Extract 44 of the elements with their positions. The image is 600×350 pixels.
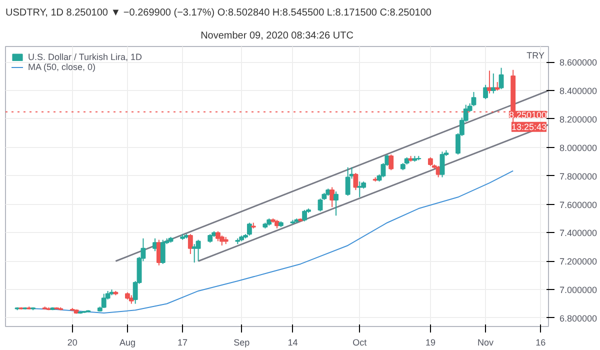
candlestick [483, 84, 488, 100]
annotation: 13:25:43 [511, 122, 547, 132]
y-tick-label: 7.400000 [560, 228, 598, 238]
x-tick-label: Oct [352, 338, 368, 348]
candlestick [101, 293, 106, 309]
candlestick [219, 235, 224, 246]
candlestick [192, 244, 197, 264]
ref-line-label: 8.250100 [508, 110, 547, 120]
x-tick-label: 14 [288, 338, 298, 348]
candlestick [160, 239, 166, 264]
y-tick-label: 7.000000 [560, 285, 598, 296]
candlestick [188, 234, 193, 255]
x-tick-label: 19 [425, 338, 436, 348]
y-tick-label: 8.400000 [560, 86, 598, 96]
candlestick [246, 222, 252, 236]
candlestick [388, 154, 394, 171]
x-tick-label: Nov [478, 338, 494, 348]
candlestick [498, 67, 504, 90]
candlestick [216, 230, 220, 242]
candlestick [490, 73, 496, 94]
x-tick-label: Sep [234, 338, 250, 348]
y-axis-title: TRY [526, 50, 545, 60]
candlestick [345, 166, 350, 196]
candlestick [353, 172, 358, 191]
candlestick [440, 151, 445, 178]
y-tick-label: 7.800000 [560, 171, 598, 182]
y-tick-label: 6.800000 [560, 313, 598, 324]
x-tick-label: Aug [119, 338, 136, 348]
y-tick-label: 8.000000 [560, 142, 598, 153]
legend-label: U.S. Dollar / Turkish Lira, 1D [28, 52, 142, 62]
candlestick [330, 186, 335, 208]
candlestick [196, 239, 201, 262]
x-tick-label: 17 [178, 338, 188, 348]
x-tick-label: 20 [67, 338, 78, 348]
chart-title: USDTRY, 1D 8.250100 ▼ −0.269900 (−3.17%) O:8.502840 H:8.545500 L:8.171500 C:8.250100 [6, 8, 432, 18]
candlestick [334, 190, 338, 216]
y-tick-label: 8.600000 [560, 58, 598, 68]
legend-label: MA (50, close, 0) [28, 62, 96, 72]
y-tick-label: 7.200000 [560, 256, 598, 267]
x-tick-label: 16 [536, 338, 546, 348]
y-tick-label: 7.600000 [560, 200, 598, 210]
candlestick [302, 209, 308, 222]
y-tick-label: 8.200000 [560, 114, 598, 124]
chart-subtitle: November 09, 2020 08:34:26 UTC [200, 30, 354, 42]
